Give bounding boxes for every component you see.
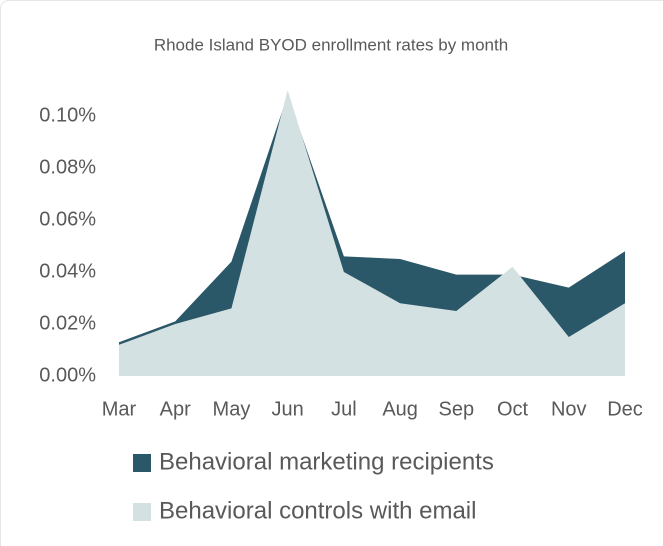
x-tick-label: Mar [102,398,137,420]
y-tick-label: 0.06% [39,208,96,230]
x-tick-label: Jul [331,398,357,420]
x-tick-label: Oct [497,398,529,420]
y-tick-label: 0.08% [39,156,96,178]
area [119,90,625,376]
x-tick-label: Nov [551,398,587,420]
x-tick-label: Dec [607,398,643,420]
y-tick-label: 0.10% [39,104,96,126]
x-tick-label: May [213,398,251,420]
y-tick-label: 0.04% [39,260,96,282]
legend-label: Behavioral marketing recipients [159,448,494,475]
legend-swatch [133,503,151,521]
x-tick-label: Jun [272,398,304,420]
y-tick-label: 0.00% [39,364,96,386]
x-tick-label: Sep [439,398,475,420]
legend-label: Behavioral controls with email [159,497,476,524]
x-tick-label: Apr [160,398,191,420]
y-tick-label: 0.02% [39,312,96,334]
x-tick-label: Aug [382,398,418,420]
legend-swatch [133,454,151,472]
chart-title: Rhode Island BYOD enrollment rates by mo… [154,35,508,54]
